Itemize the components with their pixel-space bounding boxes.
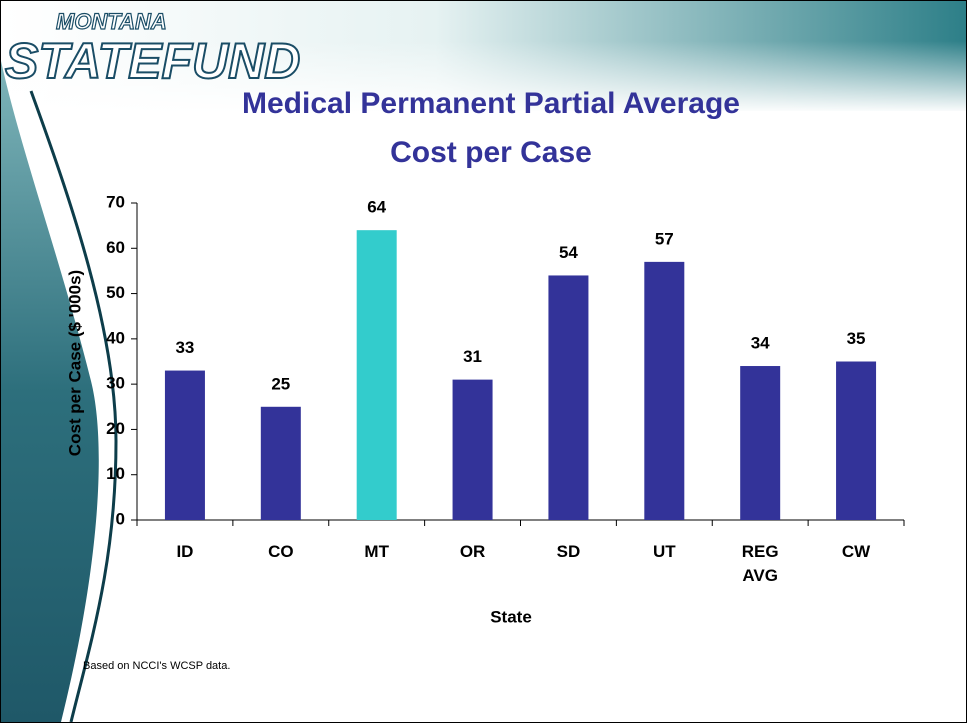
bar — [740, 366, 781, 520]
header-fade — [1, 41, 966, 113]
y-tick-label: 60 — [106, 238, 125, 257]
swoosh-line — [29, 90, 118, 722]
bar — [452, 379, 493, 520]
data-label: 35 — [847, 329, 866, 348]
y-tick-label: 30 — [106, 374, 125, 393]
data-label: 25 — [271, 374, 290, 393]
bar — [164, 370, 205, 520]
y-tick-label: 50 — [106, 283, 125, 302]
bar — [548, 275, 589, 520]
y-tick-label: 10 — [106, 464, 125, 483]
data-label: 64 — [367, 198, 386, 217]
bar — [836, 361, 877, 520]
data-label: 34 — [751, 334, 770, 353]
x-tick-label: MT — [364, 542, 389, 561]
y-tick-label: 20 — [106, 419, 125, 438]
x-tick-label: ID — [176, 542, 194, 561]
logo-main: STATEFUND — [5, 33, 300, 89]
chart-title: Medical Permanent Partial Average — [242, 87, 740, 120]
y-tick-label: 0 — [116, 509, 125, 528]
data-label: 33 — [175, 338, 194, 357]
y-axis-label: Cost per Case ($ '000s) — [65, 270, 84, 456]
left-swoosh — [1, 61, 99, 722]
logo-top: MONTANA — [56, 9, 167, 34]
y-tick-label: 70 — [106, 192, 125, 211]
x-tick-label: SD — [556, 542, 581, 561]
x-tick-label: UT — [652, 542, 676, 561]
x-tick-label: REG AVG — [741, 542, 779, 585]
x-axis-label: State — [490, 607, 532, 626]
bar — [356, 230, 397, 520]
footnote: Based on NCCI's WCSP data. — [83, 660, 230, 672]
x-tick-label: OR — [459, 542, 486, 561]
x-tick-label: CW — [841, 542, 871, 561]
data-label: 54 — [559, 243, 578, 262]
bar — [644, 261, 685, 520]
x-tick-label: CO — [268, 542, 294, 561]
y-tick-label: 40 — [106, 328, 125, 347]
bar — [260, 406, 301, 520]
chart-title: Cost per Case — [390, 136, 592, 169]
data-label: 57 — [655, 229, 674, 248]
data-label: 31 — [463, 347, 482, 366]
